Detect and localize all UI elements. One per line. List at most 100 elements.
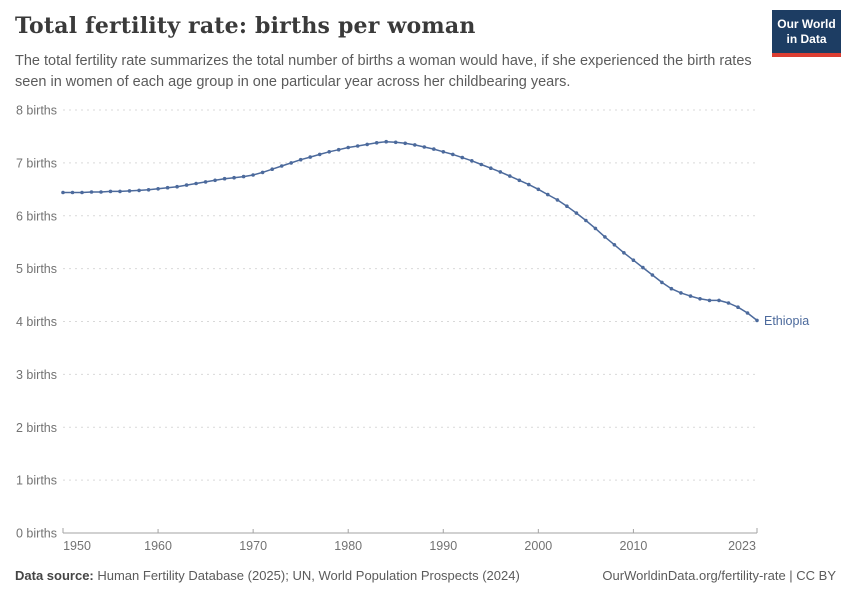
- data-point: [441, 150, 446, 154]
- x-tick-label: 2000: [524, 539, 552, 553]
- data-point: [384, 139, 389, 144]
- data-point: [707, 298, 712, 303]
- data-point: [479, 162, 484, 167]
- data-point: [660, 280, 664, 285]
- data-point: [422, 145, 427, 149]
- y-tick-label: 8 births: [16, 104, 57, 118]
- data-point: [717, 298, 721, 303]
- data-point: [593, 226, 598, 231]
- data-point: [603, 235, 607, 239]
- data-point: [346, 145, 351, 150]
- data-point: [203, 180, 208, 184]
- data-point: [517, 178, 522, 183]
- data-point: [61, 190, 65, 195]
- data-point: [213, 178, 217, 183]
- data-point: [222, 176, 227, 181]
- data-point: [137, 188, 141, 193]
- data-point: [298, 157, 303, 162]
- data-point: [679, 291, 683, 295]
- trend-line: [62, 140, 758, 322]
- data-point: [336, 147, 341, 152]
- x-tick-label: 1970: [239, 539, 267, 553]
- series-end-label: Ethiopia: [764, 314, 809, 328]
- x-tick-label: 1980: [334, 539, 362, 553]
- data-source-text: Human Fertility Database (2025); UN, Wor…: [93, 568, 520, 583]
- owid-logo-line2: in Data: [786, 32, 827, 46]
- data-point: [546, 192, 550, 197]
- data-point: [156, 187, 160, 191]
- chart-subtitle: The total fertility rate summarizes the …: [15, 53, 752, 90]
- data-point: [622, 251, 626, 255]
- data-point: [146, 188, 151, 192]
- data-point: [726, 301, 731, 305]
- x-tick-label: 1960: [144, 539, 172, 553]
- data-point: [669, 286, 674, 291]
- data-point: [508, 174, 512, 178]
- data-point: [698, 297, 702, 301]
- data-point: [108, 189, 113, 194]
- data-point: [565, 204, 569, 208]
- data-point: [175, 184, 179, 189]
- data-point: [584, 218, 588, 223]
- data-point: [165, 185, 170, 190]
- data-point: [279, 164, 284, 168]
- data-source-label: Data source:: [15, 568, 94, 583]
- x-tick-label: 2023: [728, 539, 756, 553]
- data-point: [241, 174, 246, 179]
- x-tick-label: 1990: [429, 539, 457, 553]
- data-point: [127, 189, 132, 193]
- data-point: [365, 142, 370, 147]
- data-point: [270, 167, 275, 171]
- data-point: [451, 152, 455, 157]
- data-point: [289, 161, 294, 165]
- data-point: [80, 190, 84, 195]
- data-point: [194, 181, 198, 186]
- data-point: [432, 147, 436, 151]
- owid-logo-line1: Our World: [777, 17, 836, 31]
- data-point: [555, 198, 560, 202]
- y-tick-label: 4 births: [16, 315, 57, 329]
- data-point: [736, 305, 740, 310]
- data-point: [688, 294, 693, 298]
- data-point: [260, 170, 265, 175]
- data-point: [118, 189, 122, 194]
- y-tick-label: 1 births: [16, 474, 57, 488]
- data-point: [574, 211, 579, 215]
- y-tick-label: 0 births: [16, 527, 57, 541]
- data-point: [393, 140, 398, 145]
- data-point: [317, 152, 322, 157]
- data-point: [650, 273, 655, 277]
- data-point: [498, 170, 503, 174]
- chart-footer: Data source: Human Fertility Database (2…: [15, 568, 836, 583]
- y-tick-label: 5 births: [16, 262, 57, 276]
- data-point: [403, 141, 408, 146]
- data-point: [374, 141, 379, 145]
- data-source: Data source: Human Fertility Database (2…: [15, 568, 520, 583]
- data-point: [251, 173, 255, 177]
- y-tick-label: 2 births: [16, 421, 57, 435]
- citation-link: OurWorldinData.org/fertility-rate | CC B…: [602, 568, 836, 583]
- y-tick-label: 6 births: [16, 209, 57, 223]
- data-point: [413, 143, 417, 147]
- data-point: [460, 155, 465, 160]
- data-point: [99, 190, 103, 194]
- data-point: [327, 150, 332, 154]
- data-point: [755, 318, 759, 323]
- data-point: [489, 166, 493, 170]
- x-tick-label: 2010: [620, 539, 648, 553]
- data-point: [470, 159, 474, 163]
- data-point: [89, 190, 94, 194]
- data-point: [184, 183, 189, 187]
- data-point: [308, 155, 313, 159]
- owid-logo: Our World in Data: [772, 10, 841, 57]
- y-tick-label: 7 births: [16, 156, 57, 170]
- data-point: [536, 187, 541, 192]
- data-point: [70, 190, 75, 195]
- page-title: Total fertility rate: births per woman: [15, 13, 476, 39]
- y-tick-label: 3 births: [16, 368, 57, 382]
- data-point: [355, 144, 360, 148]
- data-point: [612, 243, 617, 247]
- data-point: [641, 265, 645, 270]
- data-point: [631, 258, 636, 263]
